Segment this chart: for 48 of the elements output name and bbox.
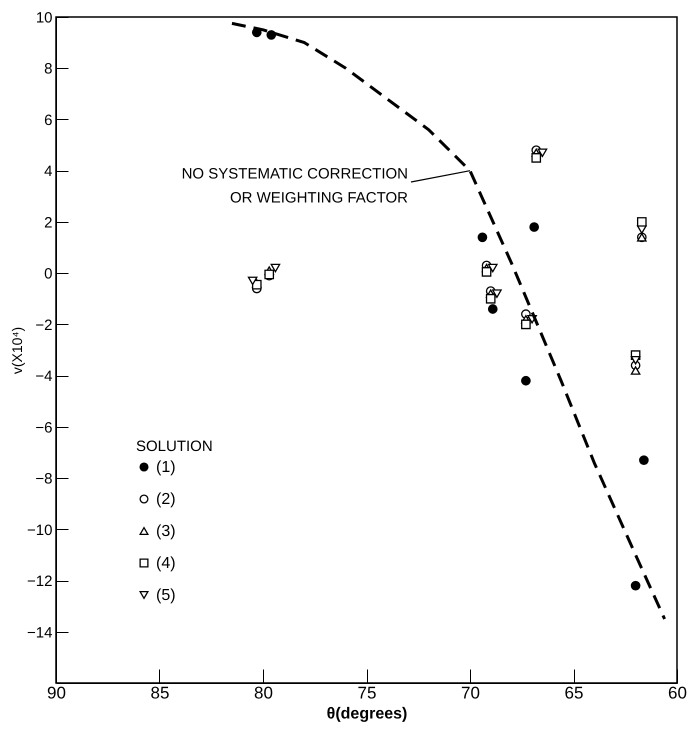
y-tick-label: 8 (44, 60, 52, 78)
x-tick-label: 60 (668, 684, 687, 702)
legend-label: (3) (156, 523, 176, 540)
point (486, 294, 496, 304)
point (488, 304, 498, 314)
point (636, 225, 647, 234)
point (248, 276, 258, 286)
legend-label: (4) (156, 555, 176, 572)
y-tick-label: −6 (35, 419, 52, 436)
point (538, 148, 548, 158)
y-tick-label: −2 (35, 316, 52, 334)
x-axis-title: θ(degrees) (326, 706, 408, 722)
y-tick-label: −12 (27, 573, 52, 590)
point (639, 455, 649, 465)
legend-title: SOLUTION (136, 438, 213, 455)
point (630, 366, 640, 375)
point (270, 264, 280, 272)
point (630, 580, 640, 590)
point (492, 289, 502, 298)
y-tick-label: 4 (44, 163, 52, 180)
x-tick-label: 85 (150, 684, 170, 702)
x-tick-label: 90 (47, 684, 66, 702)
legend-label: (2) (156, 491, 176, 508)
y-tick-label: 6 (44, 112, 52, 129)
x-tick-label: 80 (254, 684, 273, 702)
point (488, 264, 498, 272)
point (529, 222, 540, 232)
legend-label: (1) (156, 459, 176, 476)
point (521, 320, 531, 330)
x-tick-label: 70 (461, 684, 480, 702)
point (482, 267, 492, 277)
point (266, 30, 276, 40)
point (521, 376, 531, 386)
y-tick-label: −14 (27, 624, 52, 642)
y-tick-label: 0 (44, 266, 52, 283)
point (478, 232, 488, 242)
x-tick-label: 65 (564, 684, 584, 702)
y-tick-label: 2 (44, 214, 52, 232)
point (630, 356, 640, 365)
y-tick-label: −4 (35, 368, 52, 386)
y-tick-label: −10 (27, 522, 52, 539)
legend-label: (5) (156, 587, 176, 604)
x-tick-label: 75 (358, 684, 376, 702)
y-tick-label: −8 (35, 470, 52, 488)
annotation: NO SYSTEMATIC CORRECTION OR WEIGHTING FACTOR (182, 166, 408, 207)
y-tick-label: 10 (36, 10, 52, 26)
point (531, 153, 542, 163)
y-axis-title: v(X10⁴) (9, 326, 26, 374)
